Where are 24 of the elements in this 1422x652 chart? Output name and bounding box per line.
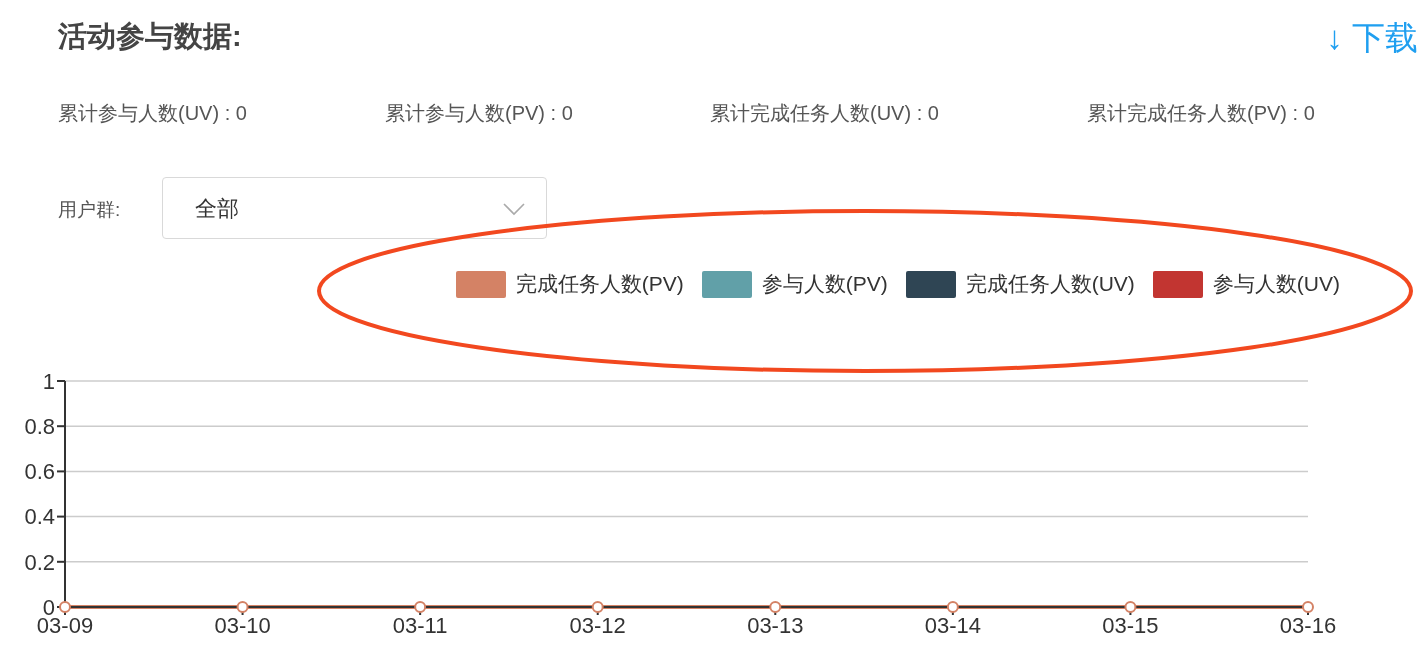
y-tick-label: 0.2 (24, 549, 55, 575)
y-tick-label: 0.8 (24, 414, 55, 440)
x-tick-label: 03-14 (924, 612, 981, 638)
x-tick-label: 03-11 (392, 612, 448, 638)
text: 累计完成任务人数(PV) : 0 (1087, 101, 1315, 126)
x-tick-label: 03-16 (1279, 612, 1337, 638)
x-tick-label: 03-10 (214, 612, 271, 638)
text: ↓ 下载 (1326, 18, 1418, 58)
legend-label: 参与人数(PV) (761, 271, 888, 297)
x-tick-label: 03-15 (1102, 612, 1159, 638)
text: 用户群: (58, 198, 121, 222)
dropdown-field: 全部 (162, 177, 547, 239)
chart-title: 活动参与数据: (58, 19, 242, 54)
legend-label: 参与人数(UV) (1212, 271, 1340, 297)
y-tick-label: 1 (42, 368, 55, 394)
text: 累计完成任务人数(UV) : 0 (710, 101, 939, 126)
text: 累计参与人数(UV) : 0 (58, 101, 247, 126)
text: 累计参与人数(PV) : 0 (385, 101, 573, 126)
x-tick-label: 03-13 (747, 612, 804, 638)
x-tick-label: 03-12 (569, 612, 626, 638)
legend-label: 完成任务人数(PV) (515, 271, 684, 297)
y-tick-label: 0.4 (24, 504, 55, 530)
y-tick-label: 0.6 (24, 459, 55, 485)
legend-label: 完成任务人数(UV) (965, 271, 1135, 297)
